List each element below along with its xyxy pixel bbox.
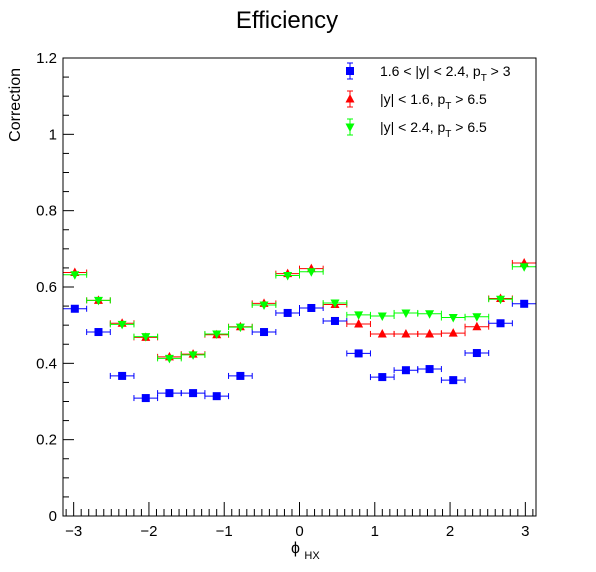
data-point (117, 320, 127, 330)
data-point (520, 299, 529, 308)
legend-entry-3: |y| < 2.4, pT > 6.5 (345, 118, 487, 140)
x-axis-label-sub: HX (304, 550, 320, 562)
data-point (425, 328, 435, 338)
series-3 (62, 263, 537, 364)
legend-label-suffix: > 3 (487, 63, 511, 79)
data-point (235, 323, 245, 333)
data-point (141, 333, 151, 342)
y-tick-label: 1.2 (36, 50, 57, 67)
legend-label: |y| < 1.6, pT > 6.5 (380, 91, 487, 112)
data-point (519, 263, 529, 272)
data-point (283, 272, 293, 281)
y-axis-label: Correction (7, 68, 24, 142)
data-point (164, 354, 174, 364)
y-tick-label: 0.6 (36, 279, 57, 296)
data-point (401, 366, 410, 375)
series-1 (62, 299, 537, 403)
data-point (118, 371, 127, 380)
data-point (377, 312, 387, 322)
data-point (377, 328, 387, 338)
data-points (62, 257, 537, 403)
legend-label-suffix: > 6.5 (451, 91, 487, 107)
legend-label-main: 1.6 < |y| < 2.4, p (380, 63, 481, 79)
data-point (425, 310, 435, 319)
y-tick-label: 0.2 (36, 432, 57, 449)
x-axis-label: ϕ HX (291, 540, 320, 562)
data-point (330, 299, 340, 309)
x-tick-label: −1 (216, 523, 233, 540)
data-point (354, 349, 363, 358)
y-tick-label: 0 (49, 508, 57, 525)
data-point (401, 328, 411, 338)
data-point (189, 389, 198, 398)
data-point (141, 394, 150, 403)
chart-title: Efficiency (236, 7, 338, 34)
y-tick-label: 0.4 (36, 355, 57, 372)
y-tick-label: 0.8 (36, 203, 57, 220)
legend-entry-1: 1.6 < |y| < 2.4, pT > 3 (346, 62, 511, 84)
x-axis-label-main: ϕ (291, 540, 300, 557)
data-point (259, 301, 269, 310)
data-point (306, 268, 316, 277)
legend-label-main: |y| < 2.4, p (380, 119, 445, 135)
legend-marker (345, 94, 355, 103)
legend-entry-2: |y| < 1.6, pT > 6.5 (345, 90, 487, 112)
data-point (330, 316, 339, 325)
data-point (354, 319, 364, 328)
data-point (260, 328, 269, 337)
data-point (212, 330, 222, 339)
data-point (425, 365, 434, 374)
legend-label-sub: T (445, 129, 451, 140)
legend-label: |y| < 2.4, pT > 6.5 (380, 119, 487, 140)
data-point (448, 314, 458, 323)
data-point (472, 313, 482, 322)
x-tick-label: 3 (521, 523, 529, 540)
axis-ticks (63, 57, 534, 517)
data-point (307, 303, 316, 312)
data-point (496, 319, 505, 328)
data-point (94, 328, 103, 337)
legend-label-sub: T (481, 73, 487, 84)
data-point (188, 351, 198, 360)
data-point (401, 309, 411, 318)
legend-label-main: |y| < 1.6, p (380, 91, 445, 107)
legend-marker (345, 123, 355, 132)
data-point (448, 328, 458, 337)
plot-frame (62, 57, 537, 517)
data-point (70, 271, 80, 280)
legend: 1.6 < |y| < 2.4, pT > 3|y| < 1.6, pT > 6… (345, 62, 511, 140)
axis-tick-labels: 0 0.2 0.4 0.6 0.8 1 1.2 −3 −2 −1 0 1 2 3 (36, 50, 529, 540)
legend-label: 1.6 < |y| < 2.4, pT > 3 (380, 63, 511, 84)
data-point (449, 376, 458, 385)
data-point (496, 295, 506, 305)
x-tick-label: −2 (140, 523, 157, 540)
data-point (283, 308, 292, 317)
data-point (236, 371, 245, 380)
legend-label-sub: T (445, 101, 451, 112)
data-point (354, 311, 364, 320)
data-point (472, 321, 482, 331)
data-point (378, 373, 387, 382)
x-tick-label: 2 (446, 523, 454, 540)
x-tick-label: 0 (295, 523, 303, 540)
data-point (93, 296, 103, 306)
legend-label-suffix: > 6.5 (451, 119, 487, 135)
data-point (165, 389, 174, 398)
x-tick-label: 1 (371, 523, 379, 540)
data-point (212, 392, 221, 401)
y-tick-label: 1 (49, 126, 57, 143)
data-point (70, 304, 79, 313)
data-point (472, 349, 481, 358)
x-tick-label: −3 (65, 523, 82, 540)
legend-marker (346, 67, 354, 75)
